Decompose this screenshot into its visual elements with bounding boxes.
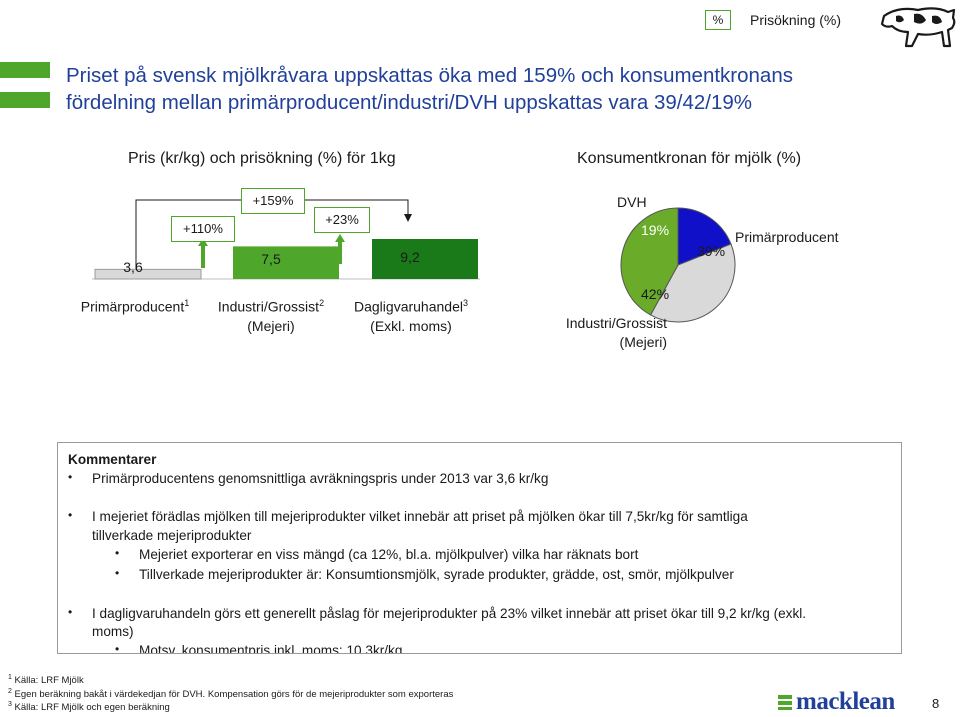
pie-slice — [649, 243, 736, 323]
comments-heading: Kommentarer — [68, 452, 157, 467]
title-accent-top — [0, 62, 50, 78]
pie-name-label: DVH — [617, 194, 647, 210]
pie-slice-label: 42% — [641, 286, 670, 302]
bar-value-label: 3,6 — [123, 259, 143, 275]
brand-name: macklean — [796, 688, 895, 715]
pie-name-label: Primärproducent — [735, 229, 839, 245]
pie-slice — [620, 207, 679, 316]
increase-label: +110% — [171, 216, 235, 242]
bullet-marker: • — [115, 642, 120, 654]
bar-category-label: Dagligvaruhandel3 (Exkl. moms) — [354, 298, 468, 334]
comment-line: Motsv. konsumentpris inkl. moms: 10,3kr/… — [139, 643, 403, 654]
price-bar-chart — [92, 199, 480, 280]
bracket-step1-arrow — [198, 238, 208, 246]
pie-slice — [677, 207, 732, 266]
cow-icon — [880, 7, 956, 48]
left-chart-subtitle: Pris (kr/kg) och prisökning (%) för 1kg — [128, 150, 396, 167]
bar — [94, 268, 202, 280]
bullet-marker: • — [115, 546, 120, 560]
comments-box: Kommentarer • Primärproducentens genomsn… — [57, 442, 902, 654]
page-number: 8 — [932, 696, 940, 711]
bullet-marker: • — [115, 566, 120, 580]
bar-category-label: Industri/Grossist2 (Mejeri) — [217, 298, 325, 334]
footnote: 1 Källa: LRF Mjölk — [8, 674, 84, 687]
pie-name-label: Industri/Grossist (Mejeri) — [565, 315, 667, 350]
bar-value-label: 9,2 — [400, 249, 420, 265]
bracket-step2-arrow — [335, 234, 345, 242]
comment-line: I dagligvaruhandeln görs ett generellt p… — [92, 606, 807, 621]
title-accent-bottom — [0, 92, 50, 108]
consumer-krona-pie — [620, 207, 736, 323]
legend-symbol: % — [705, 10, 731, 30]
comment-line: Mejeriet exporterar en viss mängd (ca 12… — [139, 547, 639, 562]
bullet-marker: • — [68, 508, 73, 522]
footnote: 3 Källa: LRF Mjölk och egen beräkning — [8, 701, 170, 714]
bullet-marker: • — [68, 470, 73, 484]
bullet-marker: • — [68, 605, 73, 619]
pie-slice-label: 39% — [697, 243, 726, 259]
footnote: 2 Egen beräkning bakåt i värdekedjan för… — [8, 688, 454, 701]
legend-label: Prisökning (%) — [750, 12, 842, 28]
right-chart-subtitle: Konsumentkronan för mjölk (%) — [577, 150, 802, 167]
bar — [233, 246, 339, 279]
comment-line: moms) — [92, 624, 134, 639]
bar — [372, 239, 478, 279]
increase-label: +23% — [314, 207, 370, 233]
comment-line: Primärproducentens genomsnittliga avräkn… — [92, 471, 549, 486]
comment-line: I mejeriet förädlas mjölken till mejerip… — [92, 509, 748, 524]
bar-category-label: Primärproducent1 — [80, 298, 190, 315]
pie-slice-label: 19% — [641, 222, 670, 238]
brand-logo-icon — [778, 695, 792, 710]
bar-value-label: 7,5 — [261, 251, 281, 267]
page-title: Priset på svensk mjölkråvara uppskattas … — [66, 64, 793, 114]
comment-line: tillverkade mejeriprodukter — [92, 528, 252, 543]
bracket-total-arrow — [404, 214, 412, 222]
increase-label: +159% — [241, 188, 305, 214]
comment-line: Tillverkade mejeriprodukter är: Konsumti… — [139, 567, 734, 582]
